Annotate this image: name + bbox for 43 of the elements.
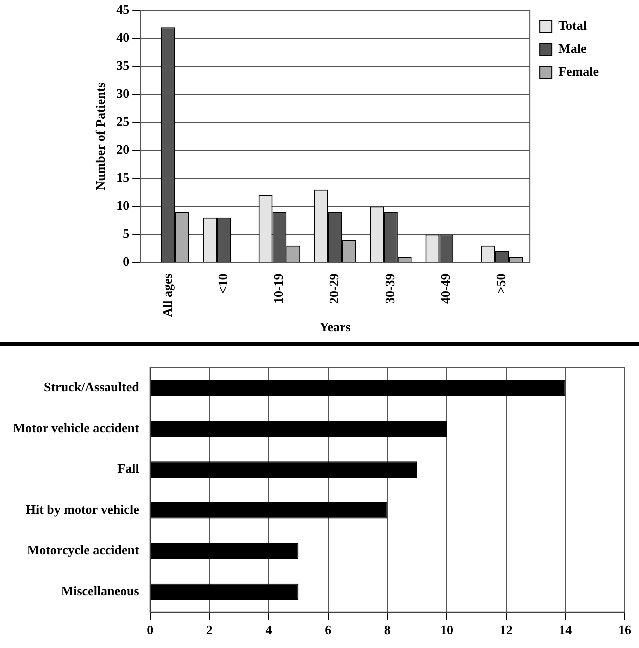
x-tick-label: 10 — [440, 622, 454, 638]
y-tick-label: Hit by motor vehicle — [26, 502, 140, 517]
x-tick-label: 2 — [206, 622, 213, 638]
bar — [150, 420, 448, 438]
y-tick-label: 10 — [116, 198, 130, 214]
y-tick-label: 20 — [116, 142, 130, 158]
bar — [150, 584, 299, 600]
bar — [150, 502, 388, 519]
y-tick-label: 5 — [123, 226, 130, 242]
x-tick-label: 4 — [266, 622, 273, 638]
x-tick-label: 14 — [559, 622, 573, 638]
bar — [150, 380, 566, 397]
y-tick-label: Struck/Assaulted — [44, 380, 140, 395]
y-tick-label: 15 — [116, 170, 130, 186]
x-axis-title: Years — [320, 320, 351, 335]
y-axis-title: Number of Patients — [93, 82, 108, 191]
y-tick-label: 25 — [116, 114, 130, 130]
y-tick-label: Fall — [118, 461, 140, 476]
y-tick-label: 40 — [116, 30, 130, 46]
y-tick-label: 45 — [116, 2, 130, 18]
bar — [150, 543, 299, 560]
legend-label: Female — [558, 64, 600, 79]
y-tick-label: 35 — [116, 58, 130, 74]
x-tick-label: 30-39 — [382, 273, 398, 304]
x-tick-label: 20-29 — [326, 273, 342, 304]
x-tick-label: 6 — [325, 622, 332, 638]
x-tick-label: 40-49 — [438, 273, 453, 304]
x-tick-label: 0 — [147, 622, 154, 638]
x-tick-label: 16 — [618, 622, 632, 638]
x-tick-label: 12 — [500, 622, 513, 638]
legend-label: Total — [558, 18, 588, 33]
bar — [150, 462, 418, 478]
x-tick-label: >50 — [494, 274, 509, 294]
y-tick-label: Motorcycle accident — [27, 542, 140, 558]
x-tick-label: 10-19 — [271, 273, 286, 304]
x-tick-label: All ages — [160, 274, 175, 318]
x-tick-label: 8 — [384, 622, 392, 638]
y-tick-label: 0 — [123, 254, 130, 270]
x-tick-label: <10 — [215, 274, 230, 294]
y-tick-label: Motor vehicle accident — [13, 420, 140, 436]
y-tick-label: 30 — [116, 86, 130, 102]
legend-label: Male — [558, 40, 587, 56]
y-tick-label: Miscellaneous — [61, 583, 140, 598]
